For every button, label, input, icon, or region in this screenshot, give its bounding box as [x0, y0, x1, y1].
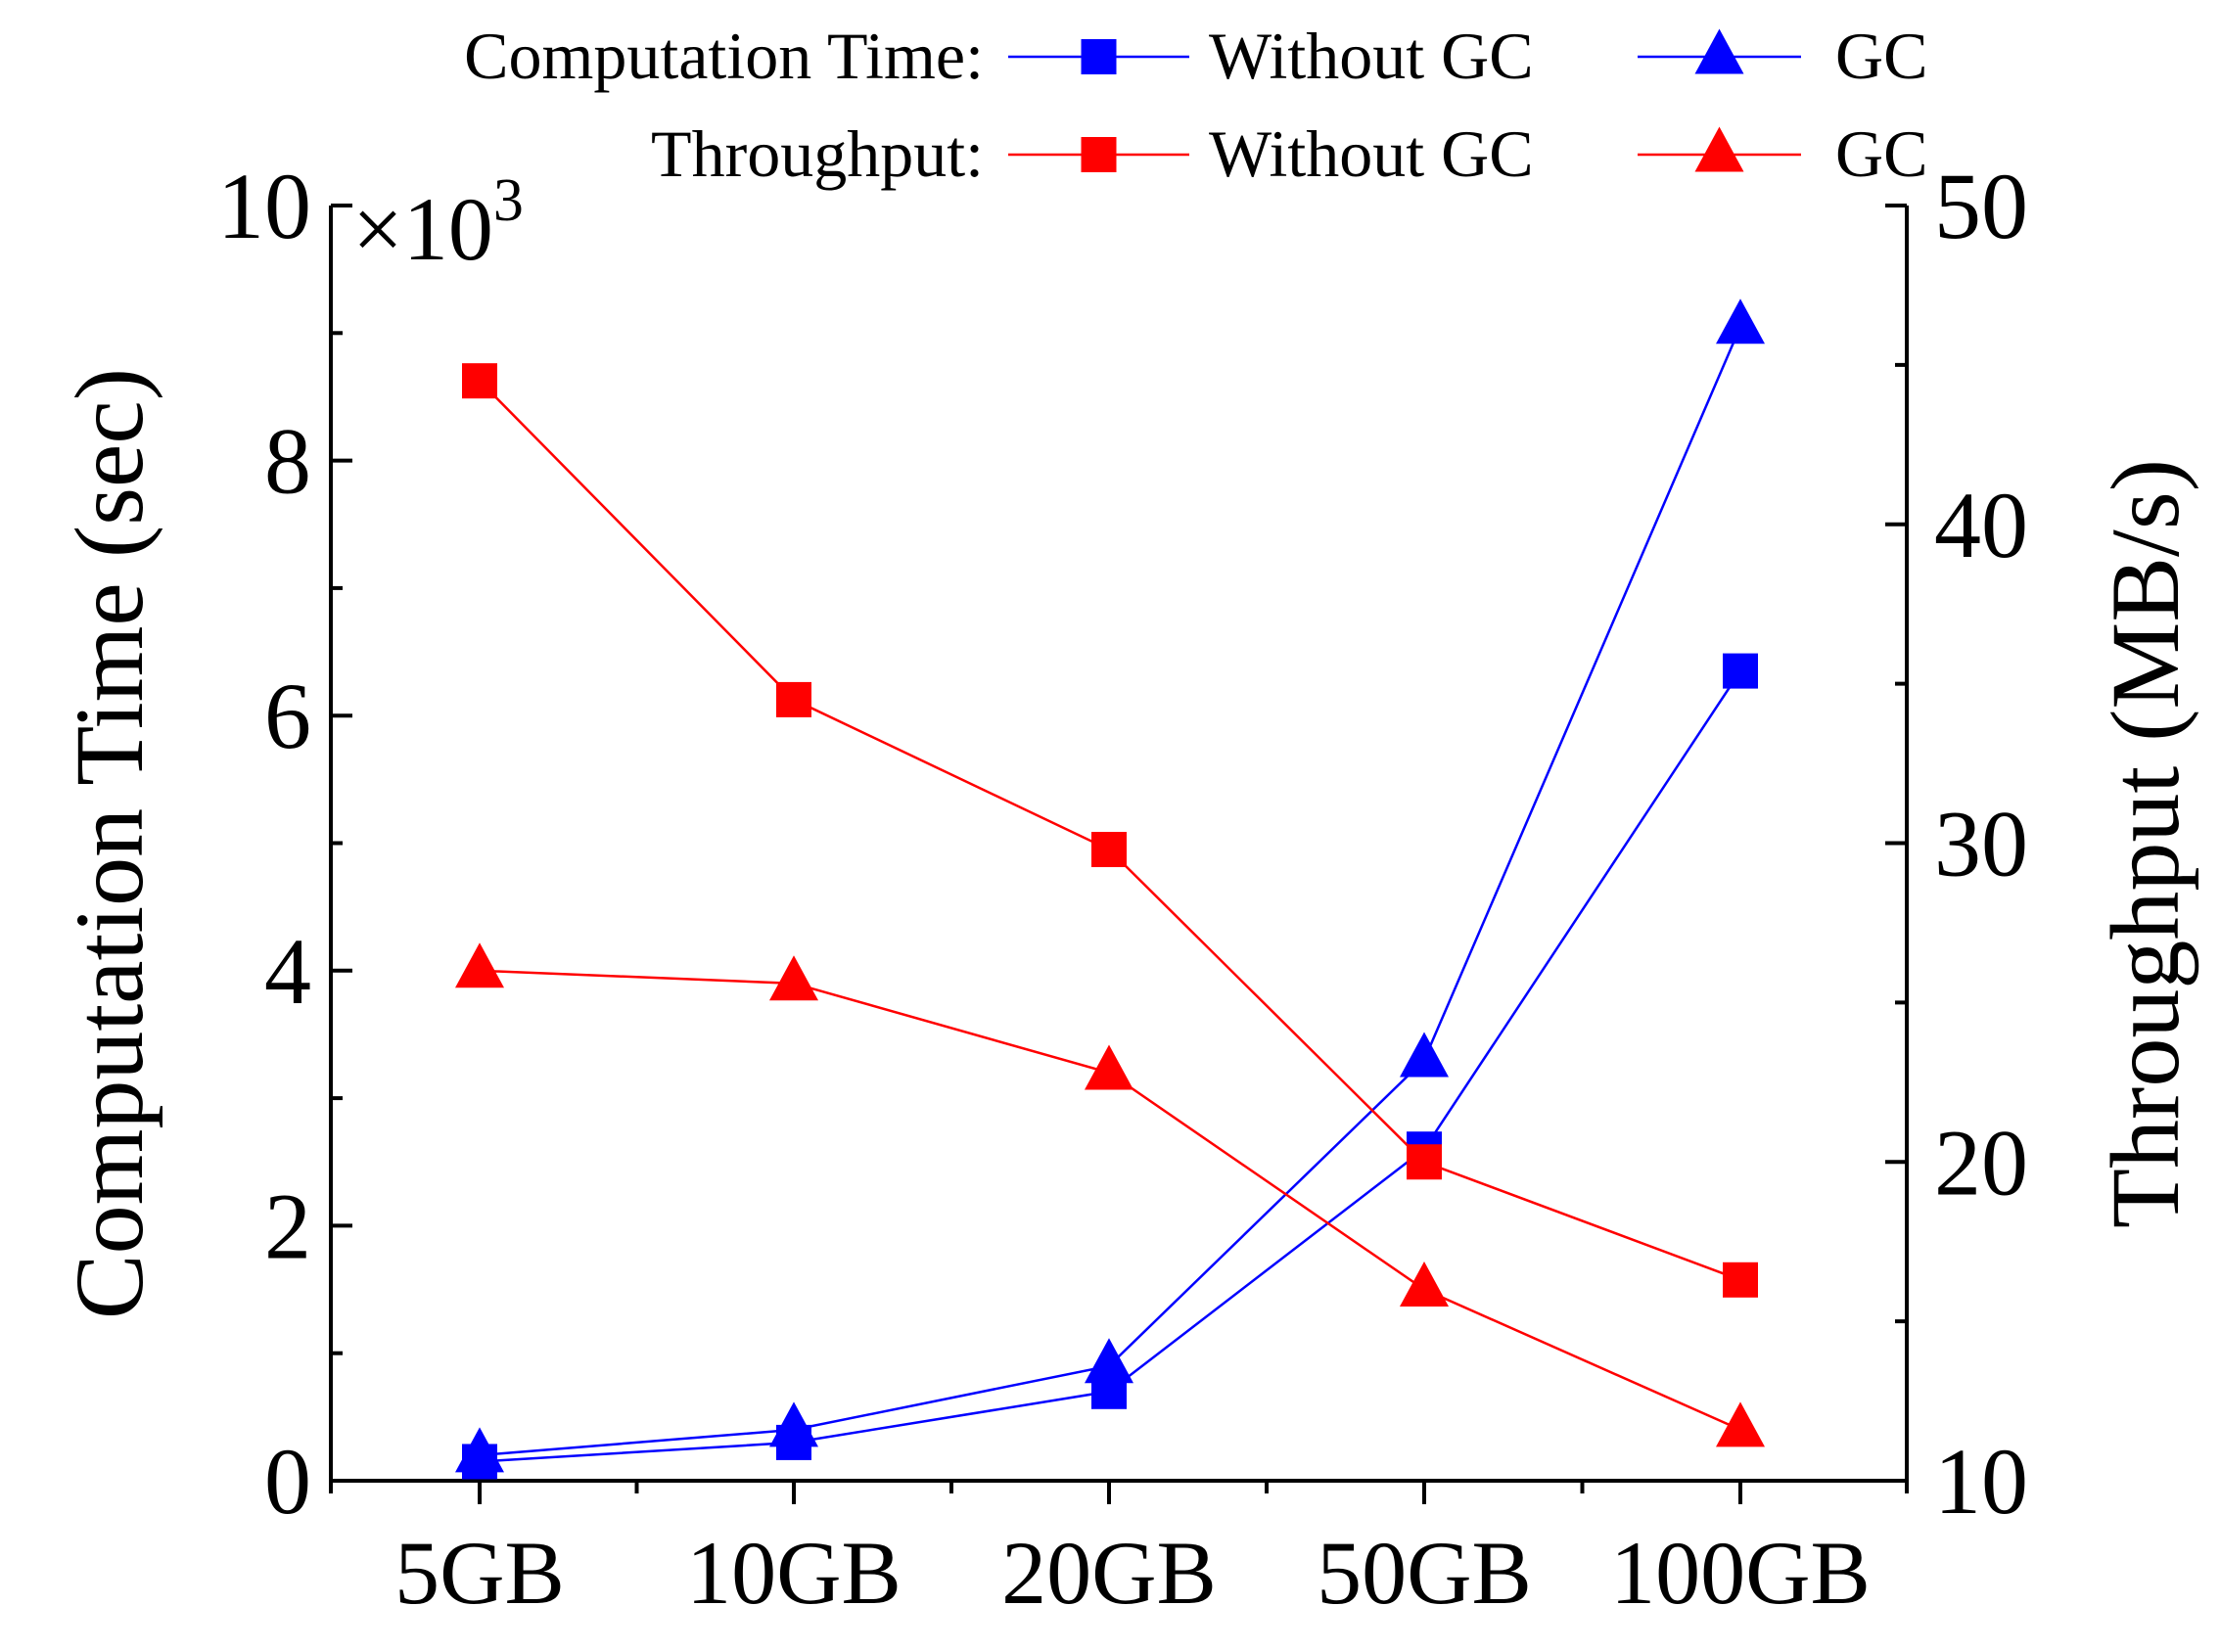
- left-tick-label: 4: [264, 919, 311, 1024]
- data-point: [769, 955, 818, 1001]
- legend-item-0: Without GC: [1008, 19, 1534, 93]
- data-point: [1407, 1144, 1442, 1180]
- x-tick-label: 5GB: [394, 1523, 565, 1623]
- legend-item-1: GC: [1638, 19, 1927, 93]
- data-point: [1400, 1032, 1449, 1078]
- left-tick-label: 10: [217, 154, 311, 258]
- legend-label: GC: [1835, 116, 1927, 191]
- legend-group-throughput: Throughput:: [651, 116, 984, 191]
- right-tick-label: 20: [1934, 1110, 2028, 1215]
- right-tick-label: 30: [1934, 792, 2028, 896]
- series: [455, 298, 1765, 1480]
- series-1: [455, 298, 1765, 1473]
- legend-marker: [1081, 39, 1117, 74]
- data-point: [1716, 1401, 1765, 1447]
- left-tick-label: 8: [264, 409, 311, 514]
- data-point: [1091, 832, 1127, 868]
- ticks: 0 2 4 6 8 10 10 20 30 40 50 5GB 10GB 20GB 50GB 100GB: [217, 154, 2028, 1623]
- legend-marker: [1694, 126, 1744, 172]
- data-point: [1400, 1262, 1449, 1308]
- data-point: [1723, 1262, 1758, 1298]
- data-point: [1716, 298, 1765, 344]
- series-2: [462, 363, 1758, 1298]
- right-axis-title: Throughput (MB/s): [2091, 459, 2199, 1228]
- legend: Computation Time: Throughput: Without GC…: [464, 19, 1927, 191]
- data-point: [455, 942, 504, 988]
- data-point: [776, 681, 811, 717]
- left-axis-multiplier: ×103: [352, 167, 524, 279]
- right-tick-label: 10: [1934, 1429, 2028, 1534]
- legend-group-computation-time: Computation Time:: [464, 19, 984, 93]
- legend-marker: [1694, 28, 1744, 74]
- data-point: [455, 1427, 504, 1473]
- legend-label: Without GC: [1209, 116, 1534, 191]
- x-tick-label: 20GB: [1001, 1523, 1217, 1623]
- legend-item-2: Without GC: [1008, 116, 1534, 191]
- series-line: [479, 380, 1741, 1281]
- series-line: [479, 326, 1742, 1457]
- x-tick-label: 100GB: [1610, 1523, 1871, 1623]
- data-point: [1085, 1338, 1133, 1384]
- x-tick-label: 10GB: [686, 1523, 902, 1623]
- legend-marker: [1081, 137, 1117, 172]
- x-tick-label: 50GB: [1317, 1523, 1532, 1623]
- right-tick-label: 50: [1934, 154, 2028, 258]
- series-3: [455, 942, 1765, 1447]
- data-point: [1085, 1044, 1133, 1090]
- right-tick-label: 40: [1934, 473, 2028, 577]
- left-tick-label: 2: [264, 1173, 311, 1278]
- data-point: [1723, 653, 1758, 689]
- legend-label: Without GC: [1209, 19, 1534, 93]
- left-axis-title: Computation Time (sec): [55, 368, 163, 1319]
- left-tick-label: 0: [264, 1429, 311, 1534]
- legend-item-3: GC: [1638, 116, 1927, 191]
- data-point: [462, 363, 497, 399]
- legend-label: GC: [1835, 19, 1927, 93]
- data-point: [769, 1401, 818, 1447]
- left-tick-label: 6: [264, 664, 311, 768]
